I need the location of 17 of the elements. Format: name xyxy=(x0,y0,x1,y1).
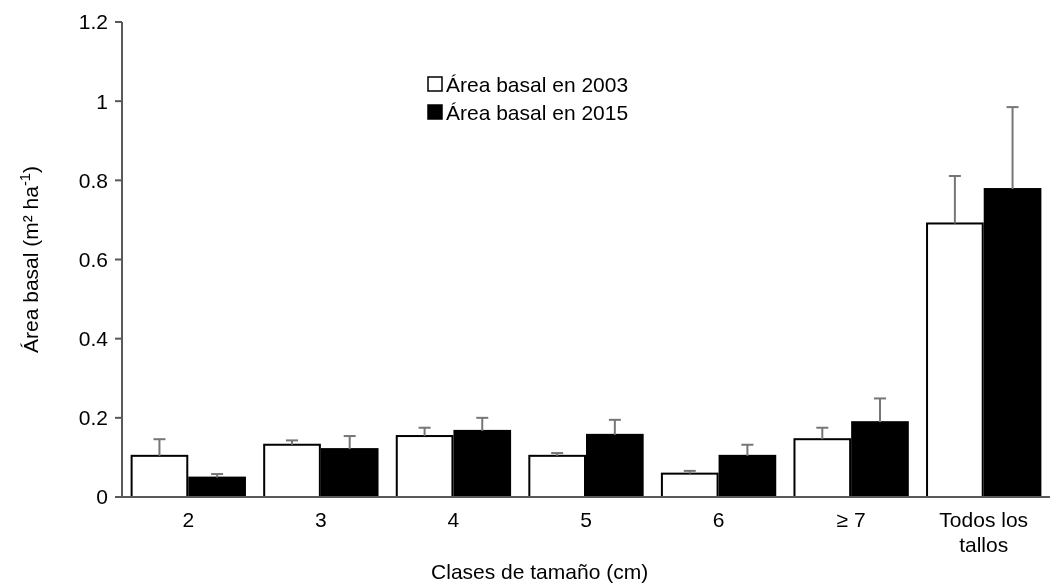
x-tick-label: 3 xyxy=(315,508,327,531)
y-tick-label: 1.2 xyxy=(78,10,108,34)
legend-label: Área basal en 2015 xyxy=(446,101,629,125)
y-tick-label: 1 xyxy=(96,89,108,113)
y-tick-label: 0.4 xyxy=(78,327,109,351)
x-tick-label: 6 xyxy=(712,508,725,531)
x-tick-label: 2 xyxy=(182,508,195,531)
y-tick-label: 0.2 xyxy=(78,406,108,430)
x-tick-label: Todos los tallos xyxy=(939,508,1029,556)
x-axis-title: Clases de tamaño (cm) xyxy=(431,560,649,583)
x-tick-label: 5 xyxy=(580,508,592,531)
y-tick-label: 0.6 xyxy=(78,247,108,271)
y-tick-label: 0 xyxy=(96,485,108,509)
legend-label: Área basal en 2003 xyxy=(446,73,629,97)
x-tick-label: 4 xyxy=(447,508,460,531)
x-tick-label: ≥ 7 xyxy=(836,508,866,531)
y-tick-label: 0.8 xyxy=(78,168,108,192)
